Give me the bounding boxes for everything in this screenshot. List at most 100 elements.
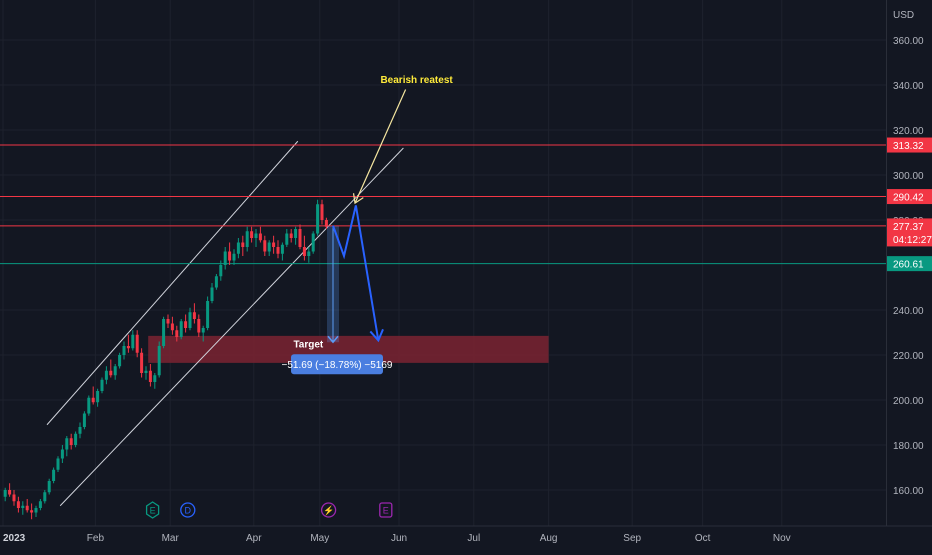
- x-tick-label: Apr: [246, 533, 262, 544]
- candle-body: [311, 233, 315, 252]
- candle-body: [30, 510, 34, 513]
- level-tag-label-3: 260.61: [893, 260, 924, 271]
- candle-body: [78, 427, 82, 434]
- candle-body: [241, 242, 245, 247]
- projection-path[interactable]: [332, 205, 380, 341]
- candle-body: [267, 242, 271, 252]
- candle-body: [280, 244, 284, 254]
- candle-body: [69, 438, 73, 445]
- candle-body: [276, 247, 280, 254]
- channel-upper-line[interactable]: [46, 140, 299, 426]
- candle-body: [184, 321, 188, 328]
- candle-body: [294, 229, 298, 238]
- candle-body: [162, 319, 166, 346]
- x-tick-label: Oct: [695, 533, 711, 544]
- candle-body: [109, 370, 113, 376]
- candle-body: [47, 481, 51, 493]
- candle-body: [60, 449, 64, 459]
- y-tick-label: 300.00: [893, 171, 924, 182]
- x-tick-label: Jun: [391, 533, 407, 544]
- y-tick-label: 340.00: [893, 81, 924, 92]
- level-tag-label-2: 277.37: [893, 222, 924, 233]
- candle-body: [324, 220, 328, 227]
- candle-body: [206, 301, 210, 328]
- x-tick-label: May: [310, 533, 329, 544]
- candle-body: [272, 242, 276, 247]
- annotation-text: Bearish reatest: [380, 75, 453, 86]
- currency-label: USD: [893, 10, 914, 21]
- candle-body: [87, 397, 91, 414]
- candle-body: [289, 233, 293, 238]
- candle-body: [175, 330, 179, 337]
- candle-body: [118, 355, 122, 367]
- candle-body: [148, 370, 152, 382]
- candle-body: [8, 490, 12, 495]
- level-tag-0[interactable]: [887, 137, 932, 153]
- level-tag-3[interactable]: [887, 256, 932, 272]
- candle-body: [236, 242, 240, 254]
- candle-body: [122, 346, 126, 355]
- measure-label-box: [291, 354, 383, 375]
- candle-body: [214, 276, 218, 288]
- y-tick-label: 200.00: [893, 396, 924, 407]
- x-tick-label: Aug: [540, 533, 558, 544]
- candle-body: [82, 413, 86, 427]
- x-tick-label: Feb: [87, 533, 105, 544]
- candle-body: [21, 505, 25, 508]
- candle-body: [228, 251, 232, 261]
- candle-body: [245, 231, 249, 247]
- candle-body: [153, 375, 157, 382]
- annotation-arrow[interactable]: [354, 89, 407, 204]
- candle-body: [157, 346, 161, 376]
- candle-body: [34, 508, 38, 513]
- candle-body: [254, 233, 258, 238]
- candle-body: [25, 505, 29, 511]
- candle-body: [188, 312, 192, 328]
- level-tag-countdown-2: 04:12:27: [893, 235, 932, 246]
- candle-body: [298, 229, 302, 247]
- measure-arrow-head: [327, 335, 339, 344]
- candle-body: [135, 334, 139, 353]
- level-tag-2[interactable]: [887, 218, 932, 247]
- annotation-arrow-head: [352, 193, 364, 205]
- y-tick-label: 220.00: [893, 351, 924, 362]
- candle-body: [285, 233, 289, 245]
- candle-body: [302, 247, 306, 256]
- y-tick-label: 160.00: [893, 486, 924, 497]
- candle-body: [131, 334, 135, 349]
- event-marker-2[interactable]: [320, 502, 337, 518]
- event-marker-0[interactable]: [145, 501, 160, 519]
- level-tag-1[interactable]: [887, 189, 932, 205]
- candle-body: [126, 346, 130, 349]
- candle-body: [166, 319, 170, 324]
- candle-body: [38, 501, 42, 508]
- candle-body: [65, 438, 69, 450]
- candle-body: [100, 379, 104, 391]
- candle-body: [192, 312, 196, 319]
- candle-body: [52, 469, 56, 481]
- candle-body: [219, 265, 223, 277]
- y-tick-label: 180.00: [893, 441, 924, 452]
- candle-body: [320, 204, 324, 220]
- x-tick-label: Jul: [467, 533, 480, 544]
- candle-body: [144, 370, 148, 373]
- candle-body: [307, 251, 311, 256]
- x-tick-label: Sep: [623, 533, 641, 544]
- candle-body: [74, 433, 78, 445]
- candle-body: [232, 253, 236, 261]
- candle-body: [104, 370, 108, 380]
- event-marker-label-1: D: [185, 506, 192, 516]
- candle-body: [258, 233, 262, 241]
- level-tag-label-1: 290.42: [893, 193, 924, 204]
- candle-body: [316, 204, 320, 234]
- candle-body: [210, 287, 214, 301]
- event-marker-1[interactable]: [180, 502, 196, 518]
- channel-lower-line[interactable]: [59, 147, 404, 507]
- candle-body: [201, 328, 205, 333]
- projection-arrow-head: [369, 328, 384, 343]
- candle-body: [197, 319, 201, 333]
- x-tick-label: 2023: [3, 533, 26, 544]
- event-marker-3[interactable]: [379, 502, 393, 518]
